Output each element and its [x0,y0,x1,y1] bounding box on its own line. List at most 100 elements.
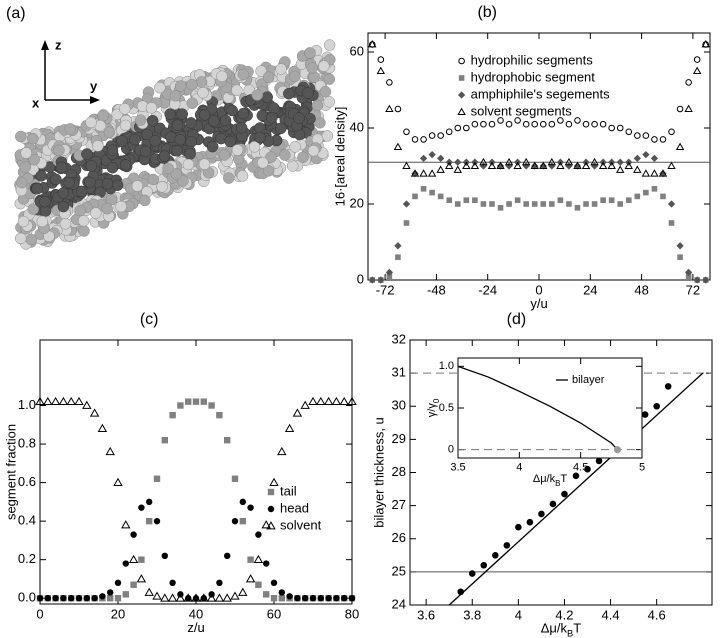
point [121,520,131,529]
bead [31,182,43,195]
x-tick-label: 4 [515,607,522,622]
point [368,276,376,284]
point [410,169,420,177]
point [643,189,649,196]
point [539,161,548,170]
point [522,162,530,170]
point [231,475,239,482]
point [523,201,529,207]
x-tick-label: 80 [345,606,359,621]
point [574,205,581,211]
point [146,498,153,506]
point [224,437,231,444]
bead [265,151,277,163]
bead [323,39,336,51]
point [411,169,419,178]
point [386,273,393,279]
bead [77,215,90,227]
y-tick-label: 0.2 [18,551,36,566]
point [480,120,487,128]
bead [20,147,32,159]
legend-swatch [266,521,276,530]
bead [35,170,47,182]
point [613,446,621,454]
bead [145,102,158,114]
point [278,589,285,596]
point [339,396,349,406]
point [598,161,608,170]
x-tick-label: 5 [639,461,645,473]
bead [101,178,114,190]
point [664,383,672,390]
point [573,162,582,170]
point [247,556,254,563]
bead [237,68,250,81]
label-part: B [567,629,573,638]
point [91,595,98,602]
point [107,595,114,602]
bead [27,132,39,145]
point [479,162,488,170]
point [146,517,153,525]
point [160,593,170,602]
bead [237,107,250,120]
point [480,201,487,207]
x-tick-label: 40 [189,606,203,621]
point [496,162,505,170]
point [348,595,356,602]
point [437,154,445,163]
y-tick-label: 28 [392,464,406,479]
point [547,157,557,166]
bead [262,165,275,177]
point [58,396,69,406]
y-tick-label: 0.8 [18,435,36,450]
bead [85,160,98,172]
point [667,161,676,170]
bead [28,153,40,166]
point [641,169,651,177]
point [454,158,462,166]
point [270,579,278,587]
bead [103,126,116,139]
point [633,154,641,163]
point [590,157,599,166]
point [99,593,106,600]
point [549,201,555,207]
point [600,197,606,203]
point [239,517,246,525]
point [89,408,100,417]
bead [171,119,184,131]
bead [59,218,72,230]
point [506,201,512,207]
point [183,593,193,602]
bead [306,62,318,74]
point [114,579,122,587]
bead [185,117,197,129]
point [35,396,45,406]
y-tick-label: 0 [357,271,364,286]
point [294,595,301,602]
point [75,595,83,602]
legend-label: bilayer [572,374,605,386]
bead [185,136,197,148]
point [199,593,209,602]
axis-label: Δμ/kBT [533,473,568,488]
point [130,531,137,538]
point [317,595,324,602]
point [531,162,539,170]
point [333,595,340,602]
x-tick-label: 4.6 [648,607,666,622]
point [403,220,410,226]
x-tick-label: 0 [36,606,43,621]
panel-label: (c) [140,311,159,328]
axis-label: y/u [530,296,547,311]
bead [15,130,27,143]
bead [27,203,39,215]
point [167,593,178,602]
point [66,396,76,406]
point [325,595,332,602]
point [43,396,53,406]
point [505,120,513,128]
point [341,595,348,602]
point [581,161,591,170]
